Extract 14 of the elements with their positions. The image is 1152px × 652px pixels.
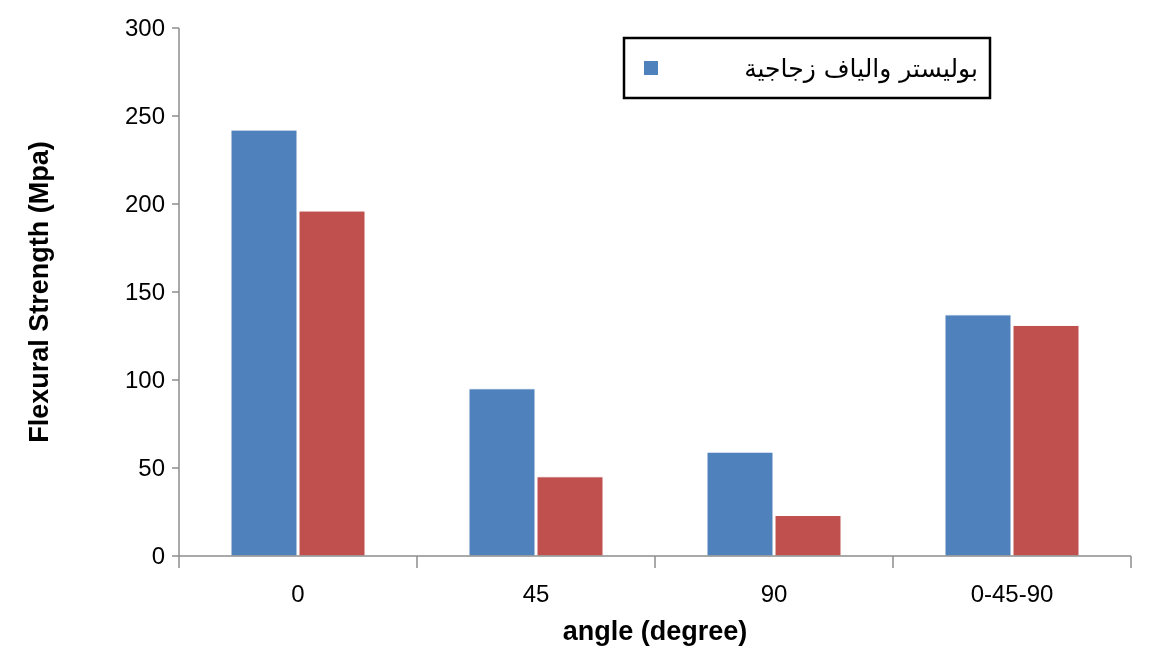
x-tick-label: 90 xyxy=(760,580,788,607)
y-axis-title: Flexural Strength (Mpa) xyxy=(24,141,54,443)
y-tick-label: 200 xyxy=(124,190,165,217)
y-tick-label: 150 xyxy=(124,278,165,305)
y-tick-label: 50 xyxy=(138,454,165,481)
y-tick-label: 100 xyxy=(124,366,165,393)
legend: بوليستر والياف زجاجية xyxy=(622,36,992,100)
y-tick-label: 250 xyxy=(124,102,165,129)
y-tick-label: 0 xyxy=(151,542,165,569)
x-tick-label: 0-45-90 xyxy=(970,580,1054,607)
x-tick-label: 45 xyxy=(522,580,550,607)
x-axis-title: angle (degree) xyxy=(562,616,748,646)
y-tick-label: 300 xyxy=(124,14,165,41)
x-tick-label: 0 xyxy=(291,580,305,607)
